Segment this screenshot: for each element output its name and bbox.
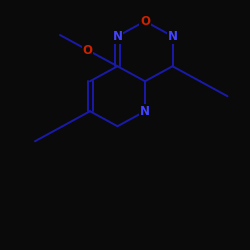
Text: N: N [168, 30, 177, 43]
Text: N: N [112, 30, 122, 43]
Text: O: O [140, 15, 150, 28]
Text: N: N [140, 105, 150, 118]
Text: O: O [82, 44, 92, 57]
